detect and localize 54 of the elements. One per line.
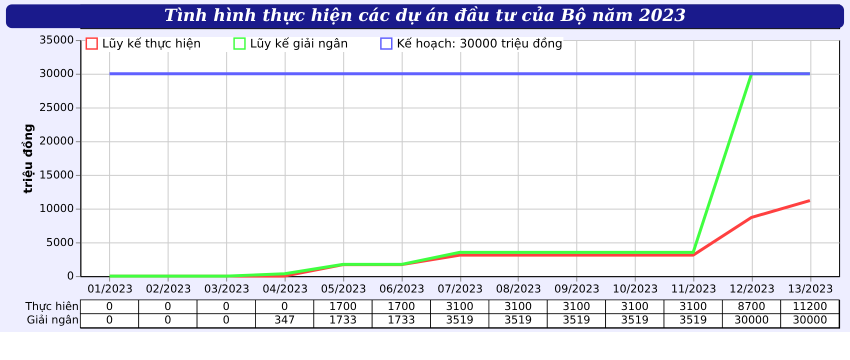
data-label: 11200 (792, 300, 828, 313)
y-tick-label: 15000 (39, 168, 74, 182)
y-tick-label: 35000 (39, 34, 74, 47)
data-label: 3519 (620, 314, 649, 327)
x-tick-label: 02/2023 (146, 282, 192, 296)
legend-label: Lũy kế giải ngân (250, 36, 348, 50)
x-tick-label: 09/2023 (554, 282, 600, 296)
x-tick-label: 08/2023 (496, 282, 542, 296)
x-tick-label: 01/2023 (87, 282, 133, 296)
y-tick-label: 10000 (39, 202, 74, 216)
y-axis-title: triệu đồng (21, 124, 36, 194)
chart-title: Tình hình thực hiện các dự án đầu tư của Bộ năm 2023 (164, 5, 686, 26)
data-label: 3519 (504, 314, 532, 327)
data-label: 1700 (387, 300, 416, 313)
legend-label: Kế hoạch: 30000 triệu đồng (396, 36, 563, 50)
x-tick-label: 04/2023 (262, 282, 308, 296)
data-label: 0 (222, 300, 230, 313)
data-label: 3100 (562, 300, 590, 313)
x-tick-label: 03/2023 (204, 282, 250, 296)
y-tick-label: 20000 (39, 134, 74, 148)
y-tick-label: 5000 (46, 236, 74, 249)
y-tick-label: 0 (66, 270, 74, 283)
x-tick-label: 10/2023 (612, 282, 658, 296)
data-label: 0 (164, 314, 172, 327)
data-label: 1733 (329, 314, 357, 327)
data-label: 3519 (679, 314, 708, 327)
data-label: 3100 (446, 300, 474, 313)
data-label: 3100 (620, 300, 649, 313)
x-tick-label: 05/2023 (320, 282, 366, 296)
data-label: 30000 (734, 314, 769, 327)
data-label: 3100 (679, 300, 708, 313)
x-tick-label: 06/2023 (379, 282, 425, 296)
x-tick-label: 11/2023 (671, 282, 716, 296)
data-label: 0 (222, 314, 230, 327)
data-label: 0 (164, 300, 172, 313)
data-label: 0 (106, 314, 114, 327)
data-label: 3519 (562, 314, 590, 327)
data-label: 0 (281, 300, 288, 313)
text: Giải ngân (26, 314, 79, 327)
x-tick-label: 07/2023 (438, 282, 483, 296)
data-label: 1700 (329, 300, 357, 313)
data-label: 1733 (387, 314, 416, 327)
data-label: 3519 (446, 314, 474, 327)
data-label: 0 (106, 300, 114, 313)
data-label: 347 (274, 314, 296, 327)
legend-label: Lũy kế thực hiện (102, 36, 201, 50)
data-label: 8700 (738, 300, 766, 313)
x-tick-label: 12/2023 (729, 282, 775, 296)
y-tick-label: 25000 (39, 100, 74, 114)
x-tick-label: 13/2023 (788, 282, 834, 296)
text: Thực hiên (24, 300, 79, 313)
data-label: 30000 (792, 314, 828, 327)
data-label: 3100 (504, 300, 532, 313)
y-tick-label: 30000 (39, 67, 74, 80)
